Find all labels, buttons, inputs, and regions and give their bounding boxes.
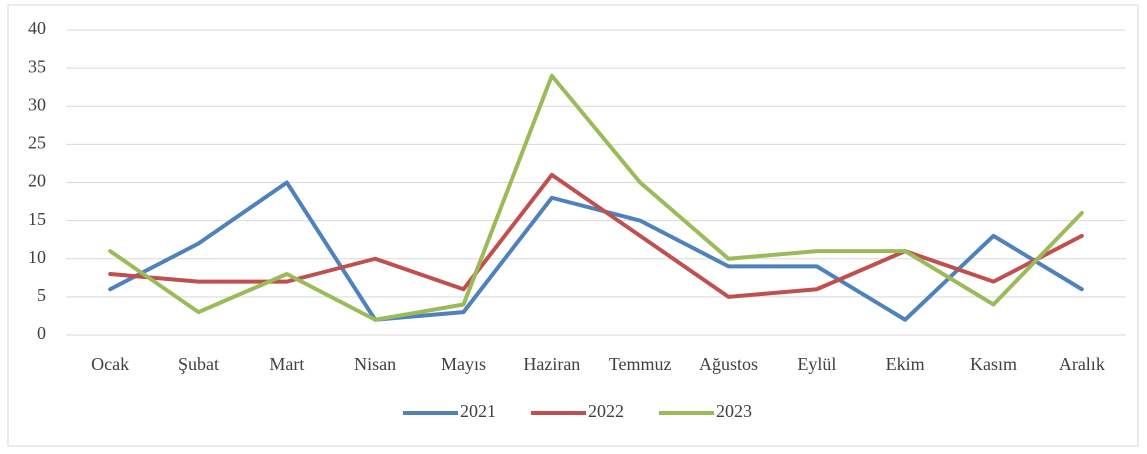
x-tick-label: Ocak (91, 354, 129, 374)
y-tick-label: 15 (28, 209, 46, 229)
x-tick-label: Ağustos (699, 354, 758, 374)
x-tick-label: Nisan (354, 354, 396, 374)
x-tick-label: Haziran (523, 354, 580, 374)
x-tick-label: Kasım (970, 354, 1017, 374)
data-line (108, 180, 1084, 322)
data-line (108, 73, 1084, 322)
y-tick-label: 10 (28, 247, 46, 267)
x-tick-label: Ekim (886, 354, 925, 374)
y-tick-label: 30 (28, 94, 46, 114)
x-tick-label: Mart (269, 354, 304, 374)
y-tick-label: 35 (28, 56, 46, 76)
x-tick-label: Mayıs (441, 354, 486, 374)
legend-label: 2021 (460, 401, 496, 421)
y-tick-label: 5 (37, 285, 46, 305)
chart-border (7, 4, 1139, 447)
legend-label: 2023 (716, 401, 752, 421)
legend-label: 2022 (588, 401, 624, 421)
x-tick-label: Eylül (797, 354, 836, 374)
y-tick-label: 40 (28, 18, 46, 38)
x-tick-label: Aralık (1059, 354, 1105, 374)
y-tick-label: 25 (28, 133, 46, 153)
y-tick-label: 0 (37, 323, 46, 343)
y-tick-label: 20 (28, 171, 46, 191)
x-tick-label: Şubat (178, 354, 219, 374)
x-tick-label: Temmuz (609, 354, 672, 374)
